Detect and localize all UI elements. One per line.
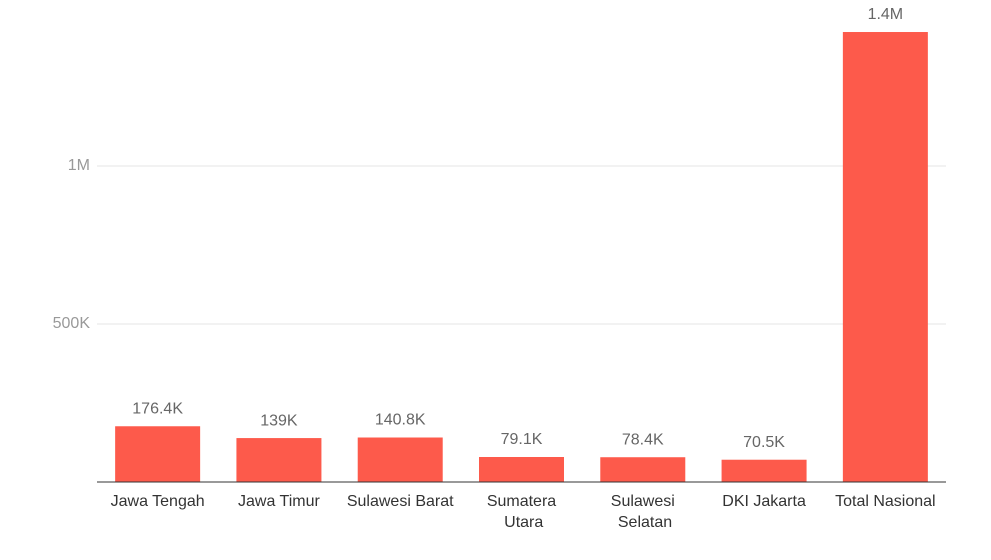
x-tick-label: DKI Jakarta bbox=[722, 493, 806, 510]
x-tick-label: Jawa Timur bbox=[238, 493, 320, 510]
x-tick-label: Sumatera Utara bbox=[487, 493, 556, 531]
value-label: 1.4M bbox=[868, 6, 904, 23]
bar bbox=[115, 426, 201, 482]
value-label: 140.8K bbox=[375, 412, 426, 429]
bar bbox=[357, 437, 443, 482]
value-label: 139K bbox=[260, 412, 298, 429]
x-tick-label: Total Nasional bbox=[835, 493, 936, 510]
bar bbox=[600, 457, 686, 482]
x-tick-label: Sulawesi Selatan bbox=[611, 493, 675, 531]
x-tick-label: Jawa Tengah bbox=[111, 493, 205, 510]
x-tick-label: Sulawesi Barat bbox=[347, 493, 454, 510]
bar bbox=[721, 459, 807, 482]
value-label: 70.5K bbox=[743, 434, 785, 451]
bar bbox=[842, 32, 928, 483]
value-label: 79.1K bbox=[501, 431, 543, 448]
y-tick-label: 1M bbox=[68, 157, 90, 174]
y-tick-label: 500K bbox=[53, 315, 91, 332]
value-label: 176.4K bbox=[132, 400, 183, 417]
bar bbox=[479, 457, 564, 482]
value-label: 78.4K bbox=[622, 431, 664, 448]
bar bbox=[236, 438, 322, 482]
